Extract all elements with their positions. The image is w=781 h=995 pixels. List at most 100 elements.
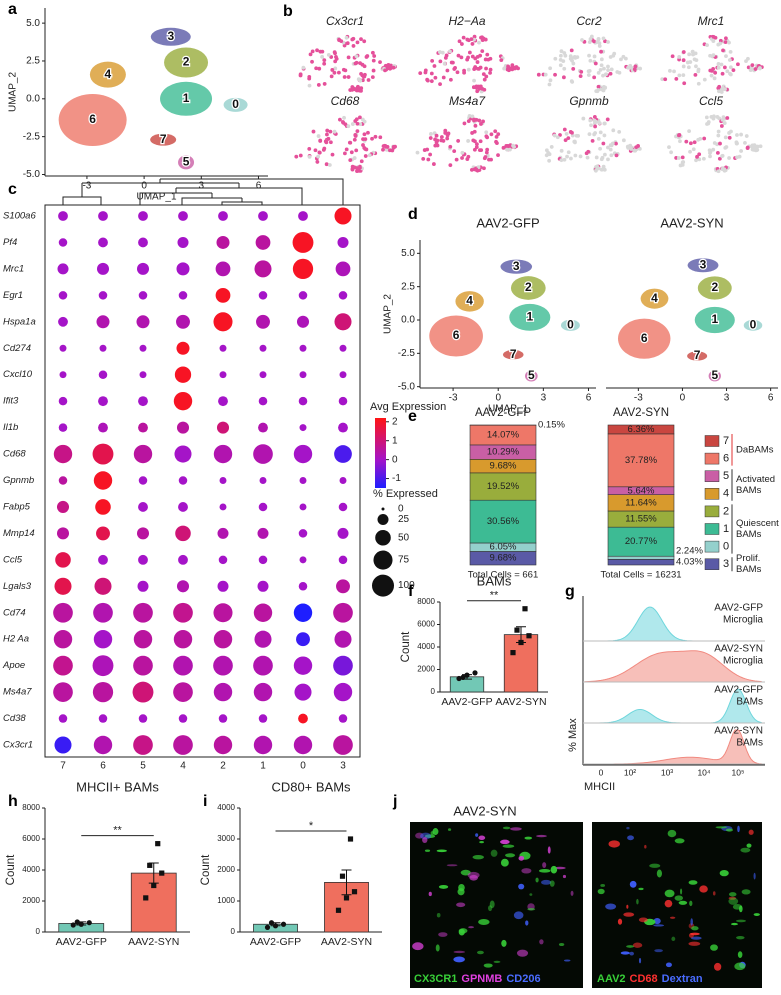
feature-cell [745, 145, 750, 150]
legend-swatch [704, 505, 720, 518]
feature-cell [315, 160, 320, 164]
dot [338, 555, 348, 565]
feature-cell [709, 73, 714, 78]
y-tick-label: 4000 [217, 803, 235, 812]
feature-cell [421, 156, 426, 161]
dot [98, 237, 108, 248]
stain [626, 945, 635, 948]
feature-cell [496, 132, 501, 136]
dot [98, 554, 108, 565]
feature-cell [680, 155, 685, 160]
feature-cell [723, 135, 728, 140]
dot [92, 443, 114, 465]
cluster-cloud [708, 370, 721, 382]
feature-cell [433, 75, 438, 80]
feature-cell [425, 77, 430, 82]
cluster-cloud [160, 81, 213, 116]
bar-segment [607, 559, 675, 566]
feature-cell [693, 72, 698, 77]
feature-cell [460, 150, 465, 155]
x-axis-label: UMAP_1 [136, 192, 176, 203]
feature-cell [511, 143, 515, 148]
flow-row-label: AAV2-SYN [714, 726, 763, 737]
dot [219, 503, 227, 511]
flow-tick-label: 10² [624, 767, 636, 777]
gene-label: Pf4 [3, 237, 17, 248]
feature-cell [569, 156, 573, 161]
y-axis-label: Count [400, 631, 412, 662]
stain [542, 862, 547, 868]
feature-cell [692, 140, 697, 145]
y-tick-label: 2000 [217, 865, 235, 874]
feature-cell [719, 62, 724, 67]
feature-cell [483, 37, 488, 42]
feature-cell [599, 49, 603, 54]
feature-cell [570, 58, 574, 63]
dot [92, 655, 114, 677]
dot [178, 211, 188, 221]
stain [691, 926, 699, 931]
color-tick-label: -1 [392, 473, 401, 484]
feature-cell [351, 44, 356, 48]
data-point [347, 836, 354, 842]
x-tick-label: AAV2-SYN [321, 936, 372, 948]
cluster-label: 4 [180, 761, 186, 772]
dot [338, 291, 348, 300]
y-tick-label: 8000 [417, 597, 435, 606]
feature-cell [711, 34, 716, 39]
feature-cell [471, 85, 476, 90]
stain [562, 874, 567, 879]
feature-cell [600, 155, 605, 160]
dot [337, 236, 349, 248]
size-key [372, 574, 394, 597]
dot [138, 396, 148, 407]
cluster-label: 7 [160, 132, 167, 146]
gene-label: Cd68 [3, 449, 26, 460]
feature-cell [697, 152, 702, 157]
feature-cell [704, 115, 709, 120]
cluster-label: 6 [100, 761, 106, 772]
dot [59, 344, 67, 352]
dot [54, 577, 72, 595]
feature-cell [364, 147, 369, 152]
feature-cell [561, 75, 566, 80]
feature-cell [315, 48, 319, 53]
dot [255, 235, 271, 250]
dot [338, 502, 348, 512]
dot [334, 313, 352, 331]
feature-cell [370, 136, 374, 141]
gene-label: Hspa1a [3, 316, 36, 327]
feature-cell [717, 89, 721, 94]
stain [456, 902, 466, 908]
data-point [518, 639, 524, 646]
stain [636, 898, 639, 905]
feature-cell [330, 152, 335, 157]
stain [753, 872, 756, 880]
feature-cell [694, 58, 699, 63]
size-key [377, 514, 389, 525]
dot [94, 577, 112, 595]
caption-word: CD206 [506, 973, 540, 985]
chart-title: CD80+ BAMs [271, 779, 351, 794]
cluster-label: 4 [651, 291, 658, 305]
stain [549, 880, 555, 887]
y-tick-label: 2.5 [401, 281, 415, 292]
dot [98, 396, 108, 407]
dot [333, 602, 353, 623]
stain [728, 896, 737, 900]
stain [671, 936, 676, 942]
stain [489, 900, 495, 909]
feature-cell [356, 84, 360, 89]
legend-swatch [704, 488, 720, 500]
feature-cell [456, 53, 461, 58]
dot [217, 580, 229, 592]
feature-cell [440, 50, 445, 55]
x-axis-label: UMAP_1 [488, 404, 528, 415]
feature-cell [728, 71, 732, 76]
feature-cell [354, 148, 359, 153]
dot [257, 580, 269, 592]
cluster-label: 6 [453, 328, 460, 342]
feature-cell [720, 117, 725, 122]
feature-cell [355, 121, 360, 126]
